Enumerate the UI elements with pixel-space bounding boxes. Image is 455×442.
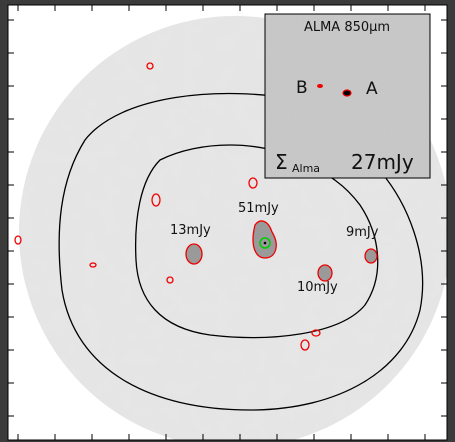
flux-label: 10mJy (297, 280, 338, 295)
flux-label: 13mJy (170, 223, 211, 238)
figure: 51mJy 13mJy 9mJy 10mJy ALMA 850μm B A Σ … (0, 0, 455, 442)
flux-label: 9mJy (346, 225, 379, 240)
source (365, 249, 377, 263)
inset-title: ALMA 850μm (304, 20, 390, 35)
source (186, 244, 202, 264)
marker (264, 242, 267, 245)
source-label: B (296, 78, 308, 98)
sigma-subscript: Alma (292, 162, 320, 175)
inset-flux: 27mJy (351, 150, 414, 174)
source-a (343, 90, 351, 96)
source (318, 265, 332, 281)
sigma: Σ (275, 150, 288, 174)
flux-label: 51mJy (238, 201, 279, 216)
source-b (317, 84, 323, 88)
source-label: A (366, 79, 378, 99)
